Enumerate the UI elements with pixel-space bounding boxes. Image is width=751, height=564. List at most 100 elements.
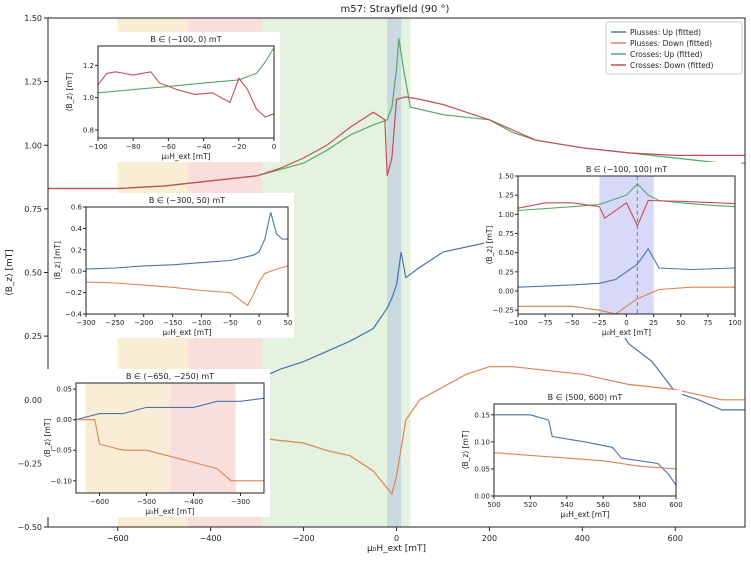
inset-x-tick-label: −40 (196, 143, 211, 151)
inset-y-tick-label: 0.4 (71, 225, 83, 233)
inset-frame (97, 45, 275, 139)
inset-y-axis-label: ⟨B_z⟩ [mT] (43, 419, 52, 458)
inset-x-tick-label: 75 (703, 319, 712, 327)
legend-box (605, 21, 743, 75)
inset-y-tick-label: 0.10 (474, 438, 490, 446)
chart-title: m57: Strayfield (90 °) (341, 4, 450, 15)
legend-label-2: Crosses: Up (fitted) (630, 50, 703, 59)
y-tick-label: 0.00 (24, 396, 42, 405)
x-axis-label: μ₀H_ext [mT] (367, 544, 426, 554)
inset-title: B ∈ (500, 600) mT (548, 393, 623, 402)
inset-y-tick-label: 0.6 (71, 204, 83, 212)
inset-y-tick-label: −0.2 (65, 289, 82, 297)
inset-y-axis-label: ⟨B_z⟩ [mT] (461, 431, 470, 470)
inset-x-tick-label: −400 (184, 498, 203, 506)
inset-series-line (493, 452, 677, 470)
x-tick-label: 0 (394, 534, 399, 543)
inset-0: B ∈ (−100, 0) mT −100 −80 −60 −40 −20 0 0.8 1.0 1… (64, 32, 280, 162)
inset-x-tick-label: 0 (624, 319, 628, 327)
inset-bg (460, 390, 682, 520)
inset-y-tick-label: 0.05 (56, 386, 72, 394)
x-tick-label: −600 (107, 534, 129, 543)
inset-y-tick-label: 0.15 (474, 411, 490, 419)
y-tick-label: 0.25 (24, 332, 42, 341)
inset-x-axis-label: μ₀H_ext [mT] (602, 328, 651, 337)
inset-x-tick-label: 100 (728, 319, 741, 327)
inset-x-tick-label: 0 (257, 319, 261, 327)
inset-x-axis-label: μ₀H_ext [mT] (145, 507, 194, 516)
inset-x-tick-label: −50 (565, 319, 580, 327)
inset-bg (64, 32, 280, 162)
inset-x-tick-label: −500 (137, 498, 156, 506)
inset-x-axis-label: μ₀H_ext [mT] (161, 152, 210, 161)
inset-x-tick-label: −300 (231, 498, 250, 506)
inset-x-tick-label: −75 (538, 319, 553, 327)
inset-shade (85, 383, 170, 493)
inset-x-tick-label: −100 (88, 143, 107, 151)
inset-x-tick-label: 580 (633, 501, 646, 509)
inset-y-tick-label: 1.25 (498, 192, 514, 200)
inset-x-tick-label: 0 (272, 143, 276, 151)
inset-y-tick-label: 0.00 (474, 493, 490, 501)
legend-label-3: Crosses: Down (fitted) (630, 61, 714, 70)
inset-series-line (517, 199, 736, 228)
legend-label-0: Plusses: Up (fitted) (630, 28, 701, 37)
inset-series-line (517, 247, 736, 288)
x-tick-label: −400 (200, 534, 222, 543)
inset-series-line (85, 212, 288, 270)
inset-y-tick-label: 0.2 (71, 246, 82, 254)
inset-frame (493, 403, 677, 497)
inset-x-tick-label: −150 (163, 319, 182, 327)
inset-3: B ∈ (−650, −250) mT −600 −500 −400 −300 −0.10… (42, 369, 270, 517)
inset-x-tick-label: 50 (284, 319, 293, 327)
inset-y-tick-label: −0.25 (493, 307, 514, 315)
y-tick-label: −0.25 (17, 459, 42, 468)
x-tick-label: −200 (293, 534, 315, 543)
inset-series-line (494, 414, 677, 486)
inset-x-axis-label: μ₀H_ext [mT] (560, 510, 609, 519)
inset-series-line (97, 47, 275, 94)
inset-y-tick-label: −0.10 (51, 477, 72, 485)
inset-title: B ∈ (−100, 100) mT (586, 165, 667, 174)
inset-x-tick-label: −300 (76, 319, 95, 327)
inset-x-tick-label: 500 (487, 501, 500, 509)
inset-x-tick-label: −60 (161, 143, 176, 151)
inset-y-tick-label: 0.75 (498, 230, 514, 238)
inset-frame (75, 382, 265, 494)
inset-title: B ∈ (−650, −250) mT (126, 372, 214, 381)
y-tick-label: 0.50 (24, 269, 42, 278)
series-line-3 (48, 96, 745, 190)
inset-x-tick-label: 560 (597, 501, 610, 509)
inset-y-tick-label: 1.00 (498, 211, 514, 219)
inset-y-tick-label: 0.50 (498, 249, 514, 257)
inset-y-axis-label: ⟨B_z⟩ [mT] (53, 241, 62, 280)
inset-x-axis-label: μ₀H_ext [mT] (162, 328, 211, 337)
inset-series-line (76, 419, 264, 482)
inset-y-tick-label: 0.0 (71, 268, 82, 276)
inset-x-tick-label: −50 (223, 319, 238, 327)
inset-y-tick-label: 1.2 (83, 62, 94, 70)
inset-series-line (85, 265, 289, 307)
inset-x-tick-label: −80 (126, 143, 141, 151)
inset-series-line (75, 397, 265, 421)
inset-x-tick-label: −100 (508, 319, 527, 327)
inset-y-axis-label: ⟨B_z⟩ [mT] (485, 226, 494, 265)
inset-shade (599, 176, 654, 314)
shaded-region (387, 18, 402, 527)
legend-label-1: Plusses: Down (fitted) (630, 39, 712, 48)
inset-x-tick-label: 600 (669, 501, 682, 509)
y-tick-label: 0.75 (24, 205, 42, 214)
inset-x-tick-label: −250 (105, 319, 124, 327)
inset-x-tick-label: 50 (676, 319, 685, 327)
inset-frame (85, 206, 289, 315)
inset-series-line (518, 286, 735, 315)
inset-y-tick-label: 0.8 (83, 126, 94, 134)
inset-2: B ∈ (−100, 100) mT −100 −75 −50 −25 0 25 50 75 10… (484, 162, 742, 338)
inset-y-axis-label: ⟨B_z⟩ [mT] (65, 73, 74, 112)
inset-x-tick-label: 540 (560, 501, 573, 509)
x-tick-label: 600 (668, 534, 683, 543)
x-tick-label: 400 (575, 534, 590, 543)
inset-title: B ∈ (−300, 50) mT (149, 196, 225, 205)
inset-y-tick-label: 0.05 (474, 465, 490, 473)
